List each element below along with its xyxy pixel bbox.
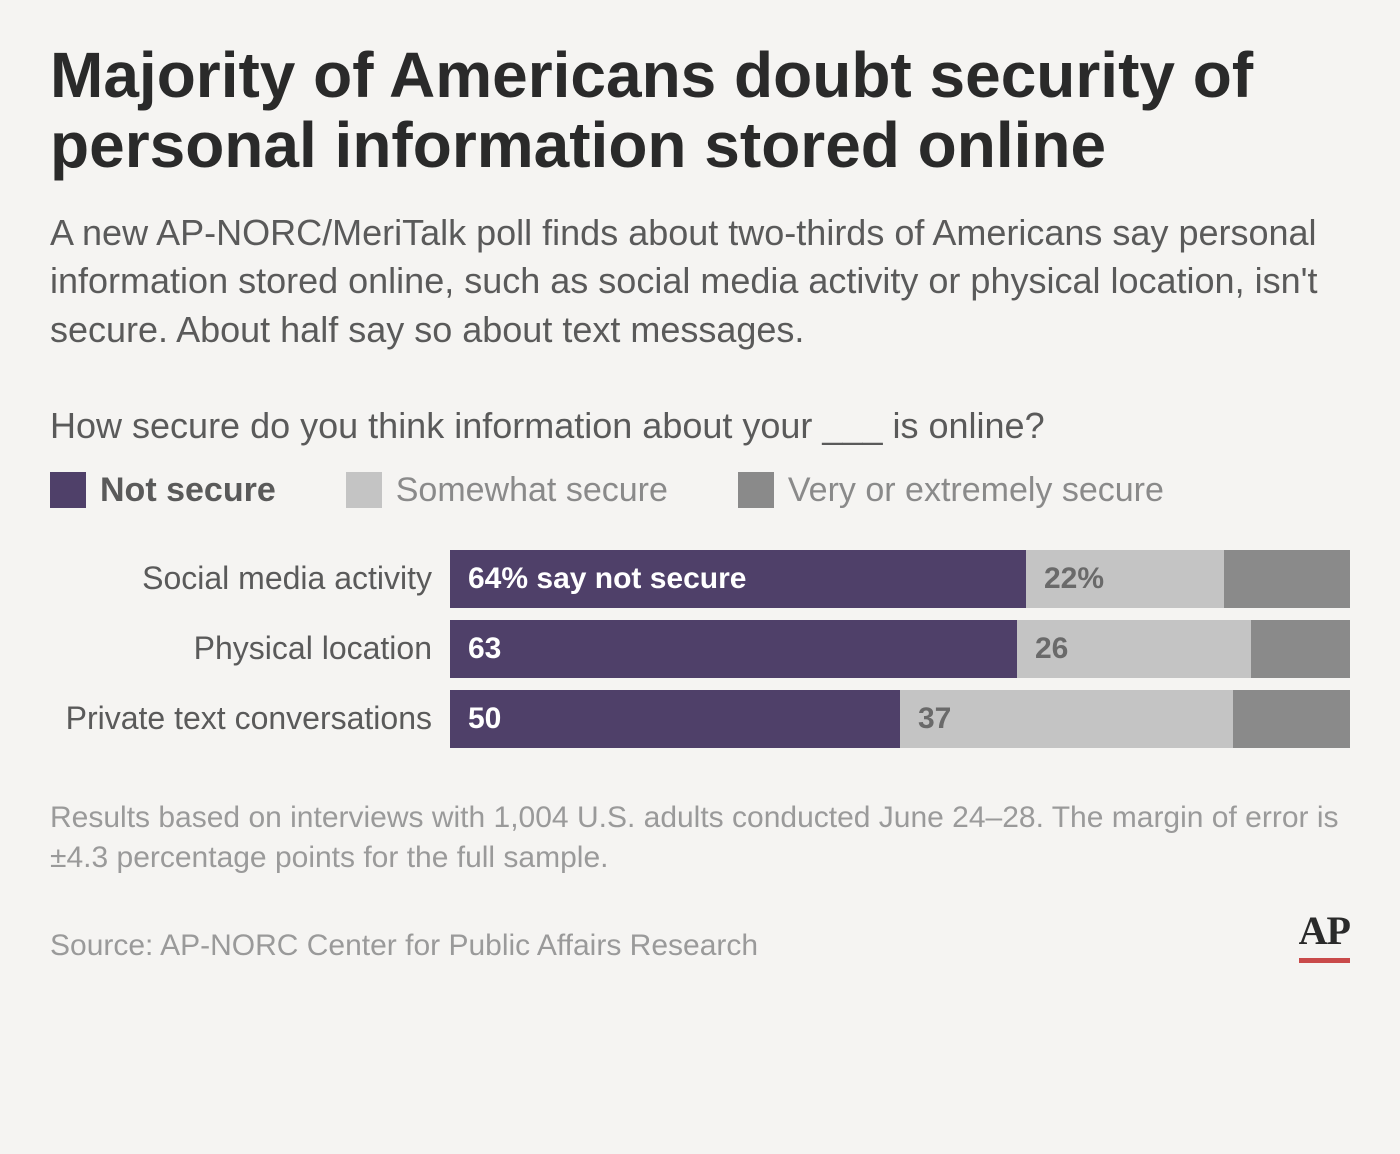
- row-label: Social media activity: [50, 560, 450, 597]
- chart-question: How secure do you think information abou…: [50, 405, 1350, 447]
- legend-swatch-somewhat: [346, 472, 382, 508]
- bar-segment-not-secure: 63: [450, 620, 1017, 678]
- chart-row: Social media activity 64% say not secure 2…: [50, 550, 1350, 608]
- bar-value: 64% say not secure: [468, 562, 746, 596]
- legend-very: Very or extremely secure: [738, 471, 1164, 510]
- bar-track: 64% say not secure 22%: [450, 550, 1350, 608]
- bar-segment-very: [1233, 690, 1350, 748]
- bar-value: 26: [1035, 632, 1068, 666]
- legend: Not secure Somewhat secure Very or extre…: [50, 471, 1350, 510]
- bar-segment-not-secure: 50: [450, 690, 900, 748]
- bar-segment-not-secure: 64% say not secure: [450, 550, 1026, 608]
- row-label: Private text conversations: [50, 700, 450, 737]
- bar-segment-very: [1251, 620, 1350, 678]
- headline: Majority of Americans doubt security of …: [50, 40, 1350, 181]
- legend-somewhat: Somewhat secure: [346, 471, 668, 510]
- legend-label-somewhat: Somewhat secure: [396, 471, 668, 510]
- subhead: A new AP-NORC/MeriTalk poll finds about …: [50, 209, 1350, 355]
- row-label: Physical location: [50, 630, 450, 667]
- bar-value: 22%: [1044, 562, 1104, 596]
- bar-value: 37: [918, 702, 951, 736]
- bar-track: 50 37: [450, 690, 1350, 748]
- bar-segment-very: [1224, 550, 1350, 608]
- bar-chart: Social media activity 64% say not secure 2…: [50, 550, 1350, 748]
- chart-row: Physical location 63 26: [50, 620, 1350, 678]
- bar-value: 63: [468, 632, 501, 666]
- legend-label-not-secure: Not secure: [100, 471, 276, 510]
- bar-value: 50: [468, 702, 501, 736]
- footnote: Results based on interviews with 1,004 U…: [50, 798, 1350, 879]
- legend-label-very: Very or extremely secure: [788, 471, 1164, 510]
- bar-track: 63 26: [450, 620, 1350, 678]
- legend-swatch-not-secure: [50, 472, 86, 508]
- chart-row: Private text conversations 50 37: [50, 690, 1350, 748]
- bar-segment-somewhat: 22%: [1026, 550, 1224, 608]
- legend-not-secure: Not secure: [50, 471, 276, 510]
- bar-segment-somewhat: 37: [900, 690, 1233, 748]
- bar-segment-somewhat: 26: [1017, 620, 1251, 678]
- legend-swatch-very: [738, 472, 774, 508]
- ap-logo: AP: [1299, 907, 1350, 963]
- source-line: Source: AP-NORC Center for Public Affair…: [50, 929, 758, 963]
